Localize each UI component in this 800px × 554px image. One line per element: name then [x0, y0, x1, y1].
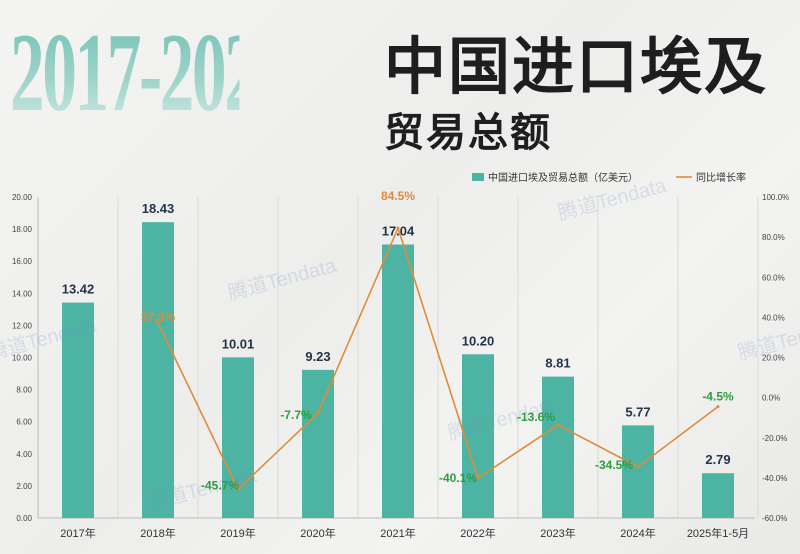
- bar: [622, 425, 654, 518]
- left-tick-label: 20.00: [12, 193, 33, 202]
- legend-line-label: 同比增长率: [696, 171, 746, 184]
- bar-value-label: 5.77: [625, 404, 650, 419]
- growth-value-label: 37.3%: [141, 310, 175, 324]
- bar-value-label: 9.23: [305, 349, 330, 364]
- right-tick-label: 100.0%: [762, 193, 789, 202]
- x-tick-label: 2025年1-5月: [687, 526, 749, 540]
- bar: [222, 357, 254, 518]
- growth-value-label: -4.5%: [702, 390, 734, 404]
- bar-value-label: 10.20: [462, 333, 495, 348]
- growth-point: [636, 465, 640, 469]
- watermark: 腾道Tendata: [225, 254, 339, 305]
- left-tick-label: 10.00: [12, 354, 33, 363]
- growth-point: [476, 476, 480, 480]
- growth-point: [396, 226, 400, 230]
- chart-title: 中国进口埃及: [384, 30, 769, 103]
- left-tick-label: 12.00: [12, 321, 33, 330]
- growth-value-label: -45.7%: [201, 478, 239, 492]
- bar: [142, 222, 174, 519]
- x-tick-label: 2022年: [460, 526, 495, 540]
- left-tick-label: 4.00: [16, 450, 32, 459]
- right-tick-label: 40.0%: [762, 313, 785, 322]
- growth-point: [156, 321, 160, 325]
- left-tick-label: 0.00: [16, 514, 32, 523]
- growth-value-label: 84.5%: [381, 189, 415, 203]
- growth-point: [316, 411, 320, 415]
- x-tick-label: 2020年: [300, 526, 335, 540]
- x-tick-label: 2017年: [60, 526, 95, 540]
- right-tick-label: -20.0%: [762, 434, 787, 443]
- left-tick-label: 6.00: [16, 418, 32, 427]
- x-tick-label: 2023年: [540, 526, 575, 540]
- legend-bar-label: 中国进口埃及贸易总额（亿美元）: [488, 171, 638, 184]
- bar-value-label: 10.01: [222, 336, 255, 351]
- right-tick-label: 80.0%: [762, 233, 785, 242]
- bar: [542, 376, 574, 518]
- chart-subtitle: 贸易总额: [384, 110, 552, 156]
- right-tick-label: 0.0%: [762, 394, 780, 403]
- growth-point: [556, 423, 560, 427]
- bar-value-label: 8.81: [545, 356, 570, 371]
- left-tick-label: 16.00: [12, 257, 33, 266]
- x-tick-label: 2021年: [380, 526, 415, 540]
- bar: [462, 354, 494, 518]
- bar-value-label: 13.42: [62, 282, 95, 297]
- left-tick-label: 2.00: [16, 482, 32, 491]
- x-tick-label: 2024年: [620, 526, 655, 540]
- legend-bar-swatch: [472, 173, 484, 181]
- growth-value-label: -7.7%: [280, 408, 312, 422]
- bar: [702, 473, 734, 518]
- x-tick-label: 2019年: [220, 526, 255, 540]
- left-tick-label: 14.00: [12, 289, 33, 298]
- growth-line: [157, 225, 719, 491]
- growth-point: [716, 405, 720, 409]
- right-tick-label: 20.0%: [762, 354, 785, 363]
- right-tick-label: -40.0%: [762, 474, 787, 483]
- growth-value-label: -34.5%: [595, 458, 633, 472]
- right-tick-label: 60.0%: [762, 273, 785, 282]
- bar: [62, 302, 94, 518]
- bar-value-label: 2.79: [705, 452, 730, 467]
- growth-value-label: -40.1%: [439, 471, 477, 485]
- left-tick-label: 18.00: [12, 225, 33, 234]
- growth-value-label: -13.6%: [517, 410, 555, 424]
- bar: [382, 244, 414, 518]
- left-tick-label: 8.00: [16, 386, 32, 395]
- bar: [302, 369, 334, 518]
- right-tick-label: -60.0%: [762, 514, 787, 523]
- bar-value-label: 18.43: [142, 201, 175, 216]
- growth-point: [236, 487, 240, 491]
- x-tick-label: 2018年: [140, 526, 175, 540]
